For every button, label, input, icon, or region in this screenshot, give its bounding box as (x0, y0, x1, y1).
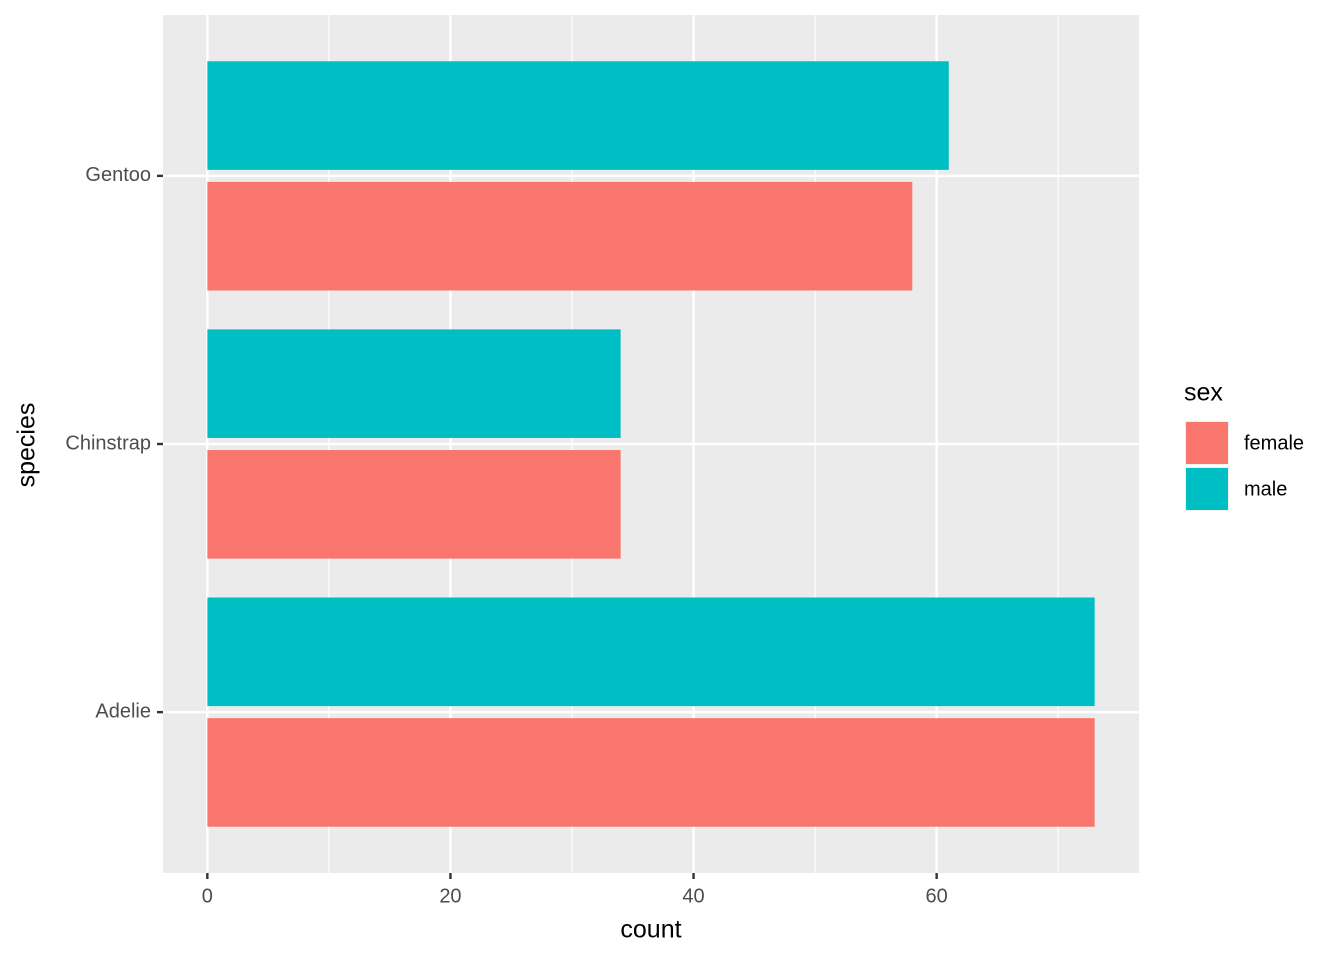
legend-label: male (1244, 478, 1287, 500)
y-tick-label: Adelie (95, 700, 151, 722)
bar (207, 181, 913, 291)
bar (207, 329, 621, 438)
bar (207, 597, 1095, 707)
x-axis-title: count (620, 916, 681, 944)
legend-swatch (1186, 422, 1228, 464)
legend-title: sex (1184, 379, 1223, 407)
bar (207, 718, 1095, 827)
x-tick-label: 20 (439, 885, 461, 907)
y-tick-label: Chinstrap (65, 432, 151, 454)
x-tick-label: 60 (926, 885, 948, 907)
bar (207, 61, 949, 170)
x-tick-label: 40 (682, 885, 704, 907)
x-tick-label: 0 (202, 885, 213, 907)
legend-swatch (1186, 468, 1228, 510)
bar (207, 450, 621, 559)
legend-label: female (1244, 432, 1304, 454)
y-axis-title: species (13, 403, 41, 488)
y-tick-label: Gentoo (85, 164, 151, 186)
